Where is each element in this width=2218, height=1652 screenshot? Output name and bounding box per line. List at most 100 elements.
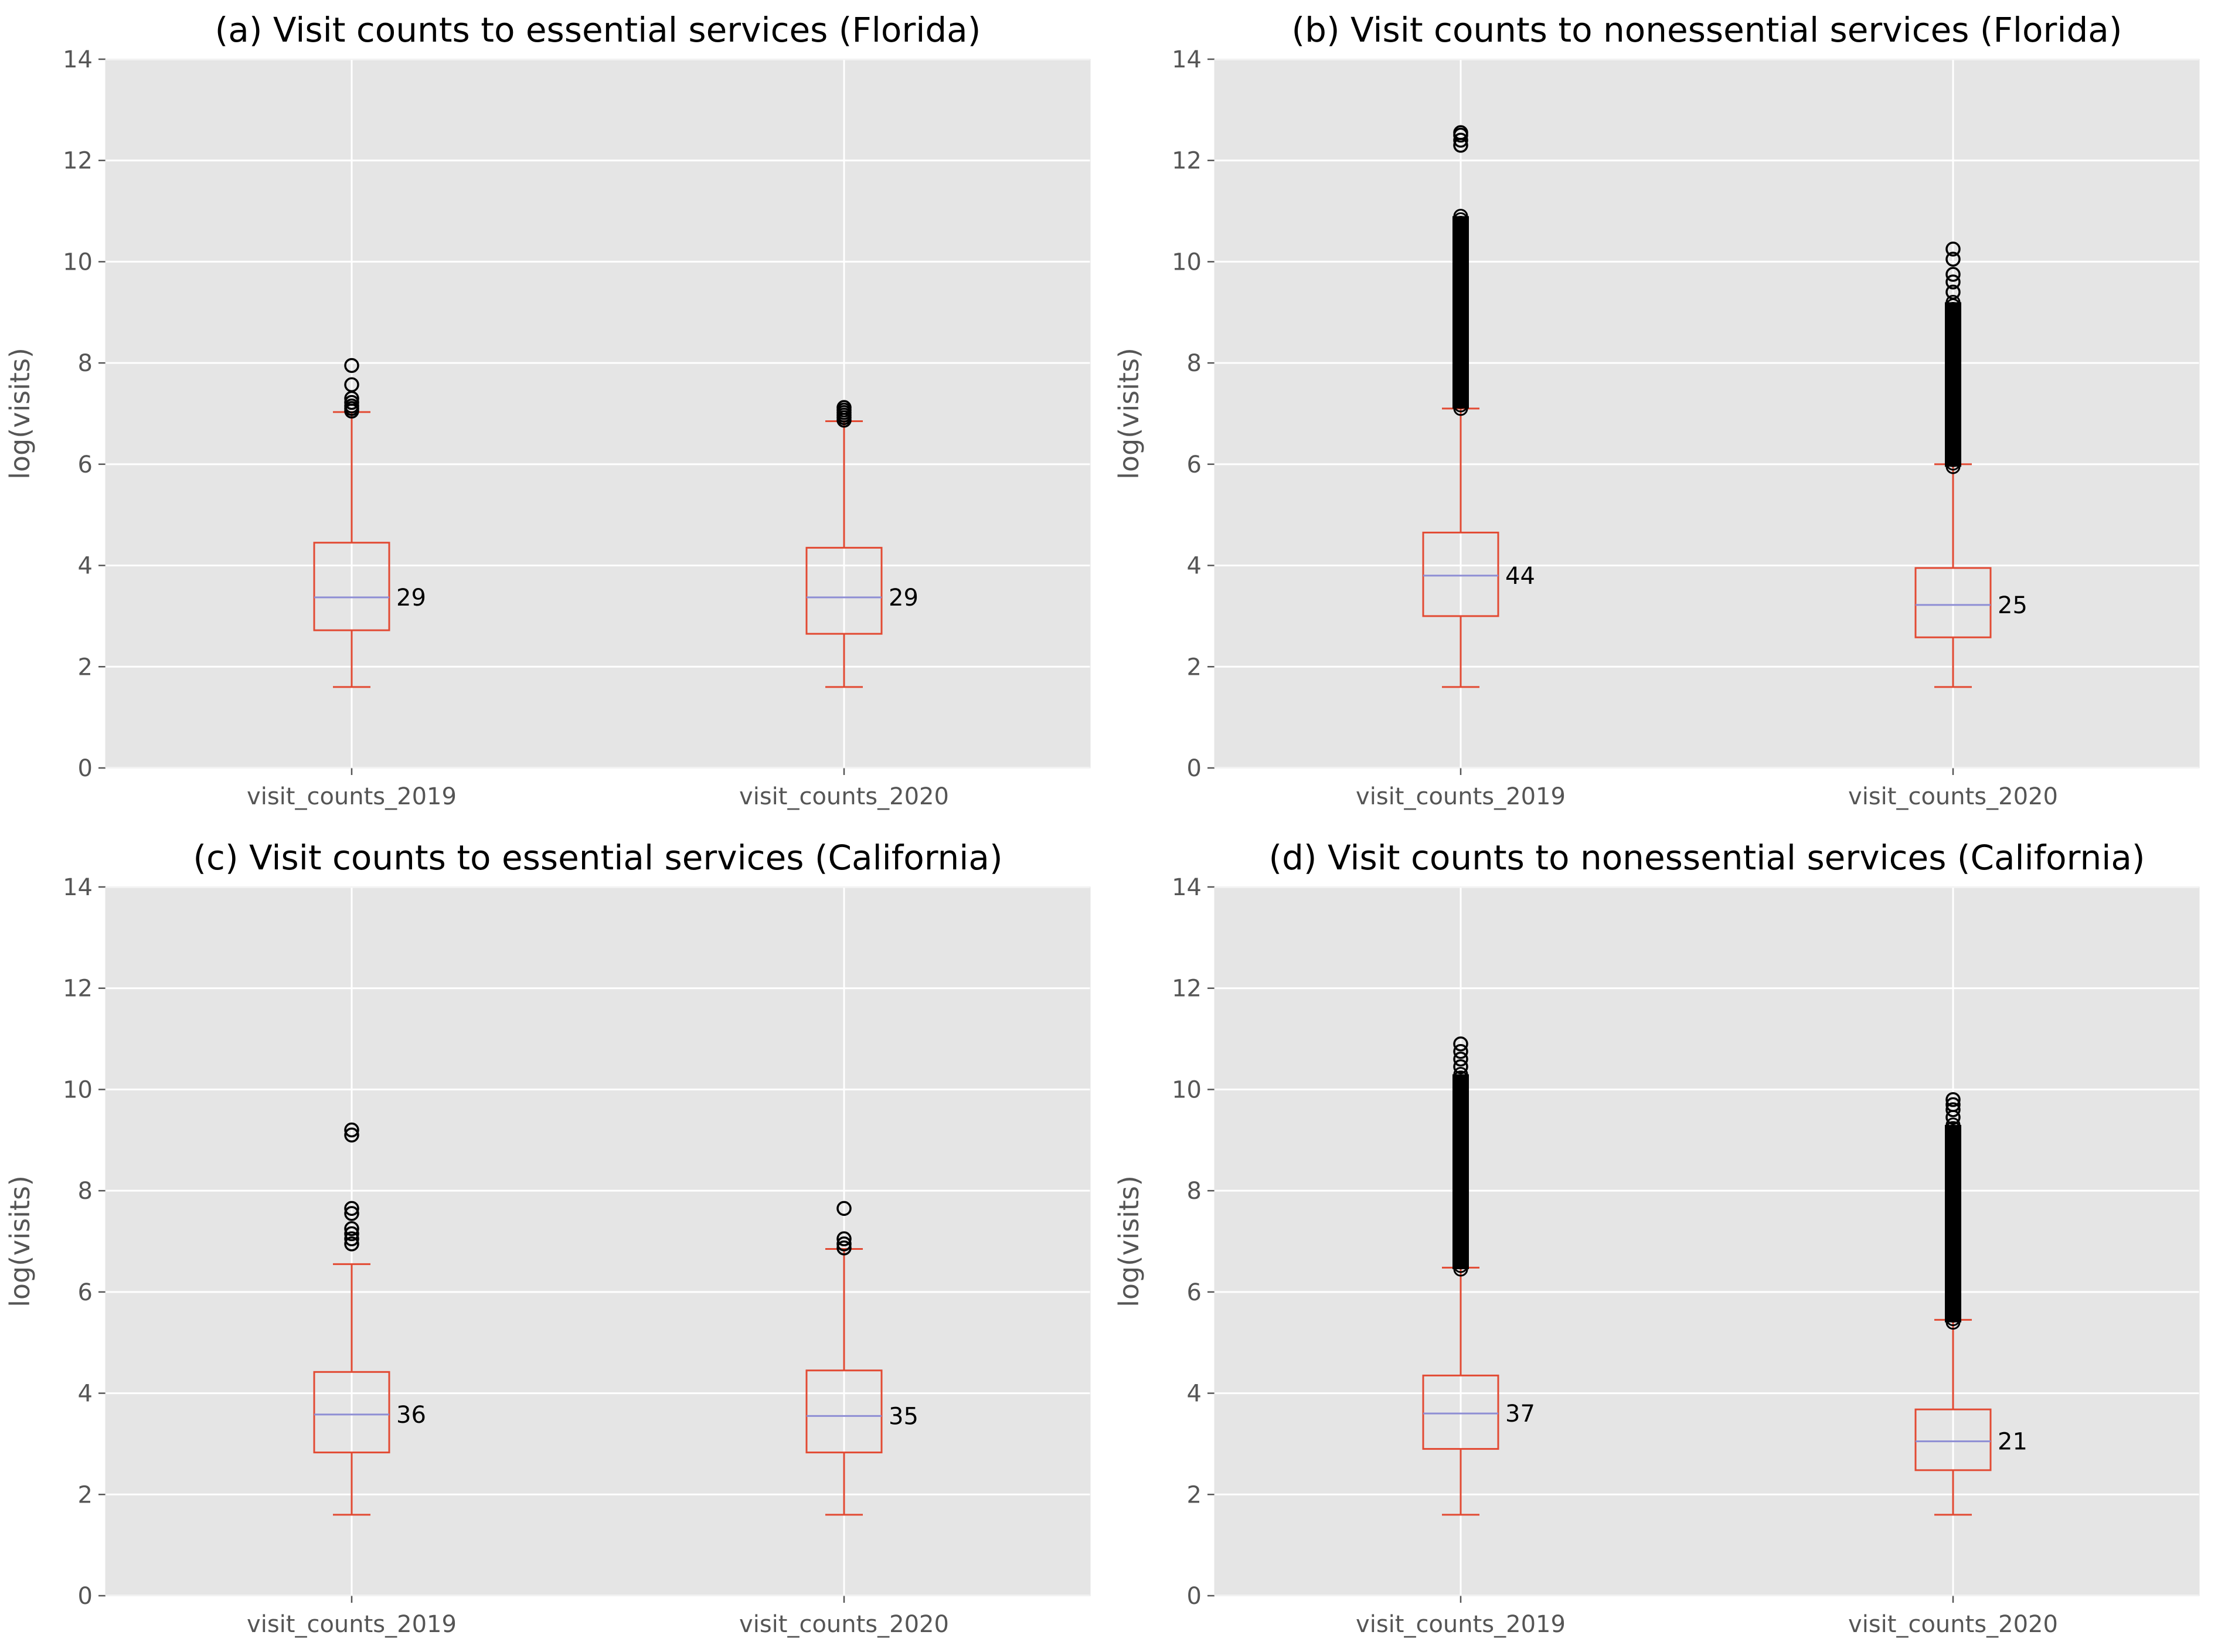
flier — [344, 1122, 359, 1138]
subplot-1: 0 2 4 6 8 10 12 14 visit_counts_2019 visit_counts… — [4, 10, 1091, 810]
flier — [1453, 1099, 1468, 1114]
flier — [1453, 373, 1468, 388]
flier — [1453, 1152, 1468, 1167]
x-tick-label: visit_counts_2019 — [247, 1611, 457, 1638]
flier — [1453, 268, 1468, 283]
flier — [1945, 1177, 1961, 1192]
flier — [1453, 348, 1468, 363]
x-tick-label: visit_counts_2019 — [247, 783, 457, 810]
flier — [1453, 1201, 1468, 1216]
y-tick-label: 2 — [78, 654, 93, 681]
flier — [1453, 1141, 1468, 1156]
x-tick-label: visit_counts_2020 — [739, 1611, 949, 1638]
plot-frame — [1214, 886, 2200, 1596]
flier — [344, 1226, 359, 1242]
flier — [1453, 1109, 1468, 1124]
flier — [1453, 275, 1468, 290]
flier — [1453, 1177, 1468, 1192]
flier — [1453, 1215, 1468, 1230]
box-iqr — [805, 546, 883, 635]
flier — [1945, 407, 1961, 422]
box-iqr — [313, 1371, 390, 1454]
flier — [1945, 295, 1961, 310]
flier — [1945, 1308, 1961, 1323]
box-plot-visit_counts_2019: 36 — [313, 1122, 426, 1516]
plot-background — [1215, 887, 2199, 1596]
flier — [1453, 271, 1468, 287]
y-tick-label: 6 — [1187, 451, 1202, 478]
y-tick-label: 12 — [63, 975, 93, 1002]
flier — [1453, 282, 1468, 297]
flier — [1453, 236, 1468, 251]
flier — [1453, 1148, 1468, 1164]
subplot-title: (c) Visit counts to essential services (… — [193, 838, 1002, 878]
flier — [1945, 251, 1961, 267]
flier — [1453, 1212, 1468, 1227]
box-iqr — [805, 1369, 883, 1454]
flier — [1453, 317, 1468, 332]
flier — [1945, 274, 1961, 290]
flier — [1453, 1092, 1468, 1107]
flier — [1453, 1184, 1468, 1199]
y-tick-label: 4 — [1187, 553, 1202, 580]
flier — [344, 377, 359, 393]
flier — [1453, 1116, 1468, 1131]
flier — [1945, 1294, 1961, 1309]
flier — [1945, 368, 1961, 383]
flier — [1945, 1205, 1961, 1221]
flier — [1453, 247, 1468, 262]
flier — [344, 1201, 359, 1216]
flier — [1945, 427, 1961, 443]
flier — [1453, 1233, 1468, 1249]
y-tick-label: 10 — [63, 1076, 93, 1103]
flier — [1453, 1123, 1468, 1138]
flier — [1945, 308, 1961, 324]
flier — [1945, 441, 1961, 457]
box-iqr — [1914, 1408, 1992, 1471]
flier — [1453, 1162, 1468, 1178]
flier — [1453, 345, 1468, 360]
flier — [1945, 358, 1961, 373]
flier — [836, 1240, 852, 1256]
flier — [1453, 328, 1468, 343]
flier — [1945, 1102, 1961, 1117]
flier — [836, 1201, 852, 1216]
flier — [1945, 1311, 1961, 1327]
flier — [1453, 1059, 1468, 1075]
flier — [1453, 1244, 1468, 1259]
flier — [1453, 1102, 1468, 1117]
flier — [1453, 1085, 1468, 1100]
flier — [1453, 1194, 1468, 1209]
flier — [836, 1236, 852, 1252]
flier — [344, 1206, 359, 1221]
y-tick-label: 12 — [1172, 148, 1202, 175]
box-plot-visit_counts_2020: 21 — [1914, 1092, 2028, 1516]
flier — [1945, 312, 1961, 327]
x-tick-label: visit_counts_2020 — [739, 783, 949, 810]
flier — [1453, 383, 1468, 399]
flier — [1945, 403, 1961, 419]
flier — [1945, 1092, 1961, 1107]
flier — [1945, 448, 1961, 464]
y-tick-label: 8 — [78, 350, 93, 377]
flier — [1945, 1153, 1961, 1168]
flier — [1945, 1212, 1961, 1228]
flier — [1945, 372, 1961, 387]
flier — [1453, 307, 1468, 322]
flier — [1945, 1142, 1961, 1157]
flier — [1945, 305, 1961, 320]
x-tick-label: visit_counts_2019 — [1356, 783, 1566, 810]
flier — [1945, 333, 1961, 348]
flier — [1945, 1255, 1961, 1270]
flier — [1453, 1070, 1468, 1086]
flier — [1453, 233, 1468, 248]
flier — [1453, 209, 1468, 224]
y-tick-label: 0 — [1187, 1583, 1202, 1610]
flier — [1453, 1180, 1468, 1195]
flier — [1453, 331, 1468, 346]
flier — [1945, 431, 1961, 446]
flier — [1453, 1120, 1468, 1135]
subplot-3: 0 2 4 6 8 10 12 14 visit_counts_2019 visit_counts… — [4, 838, 1091, 1638]
box-plot-visit_counts_2019: 37 — [1422, 1036, 1535, 1516]
